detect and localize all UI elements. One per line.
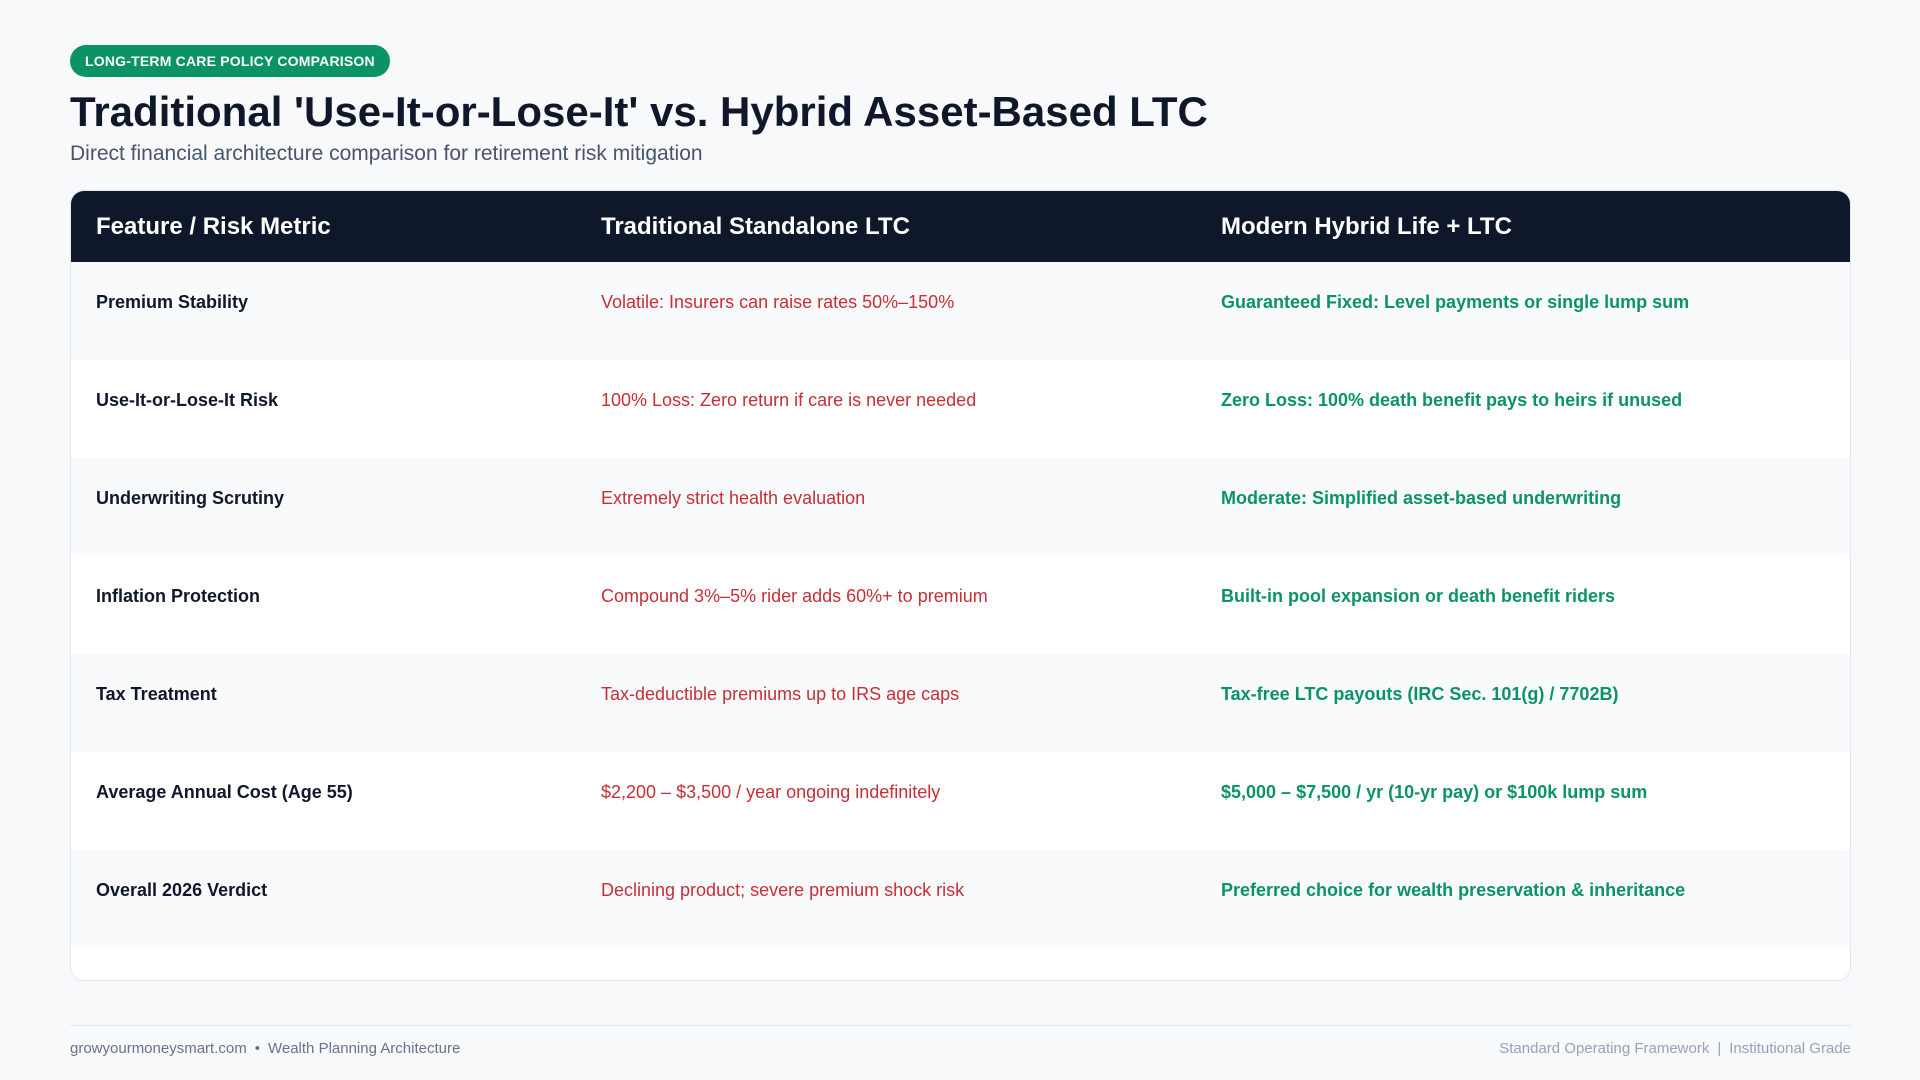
traditional-cell: 100% Loss: Zero return if care is never … bbox=[601, 390, 977, 410]
feature-cell: Tax Treatment bbox=[96, 684, 217, 704]
footer-right: Standard Operating Framework | Institution… bbox=[1499, 1040, 1851, 1057]
traditional-cell: Declining product; severe premium shock … bbox=[601, 880, 965, 900]
page-title: Traditional 'Use-It-or-Lose-It' vs. Hybr… bbox=[70, 88, 1208, 135]
hybrid-cell: Guaranteed Fixed: Level payments or sing… bbox=[1221, 292, 1690, 312]
footer-framework: Standard Operating Framework bbox=[1499, 1040, 1710, 1057]
feature-cell: Average Annual Cost (Age 55) bbox=[96, 782, 353, 802]
comparison-table: Feature / Risk Metric Traditional Standa… bbox=[70, 190, 1851, 981]
table-header: Feature / Risk Metric Traditional Standa… bbox=[71, 191, 1850, 262]
footer-bullet: • bbox=[254, 1040, 260, 1057]
traditional-cell: Extremely strict health evaluation bbox=[601, 488, 866, 508]
feature-cell: Inflation Protection bbox=[96, 586, 260, 606]
footer-grade: Institutional Grade bbox=[1729, 1040, 1851, 1057]
feature-cell: Premium Stability bbox=[96, 292, 249, 312]
traditional-cell: Compound 3%–5% rider adds 60%+ to premiu… bbox=[601, 586, 988, 606]
table-row: Average Annual Cost (Age 55) $2,200 – $3… bbox=[71, 752, 1850, 850]
table-row: Underwriting Scrutiny Extremely strict h… bbox=[71, 458, 1850, 556]
table-row: Premium Stability Volatile: Insurers can… bbox=[71, 262, 1850, 360]
footer-left: growyourmoneysmart.com • Wealth Planning A… bbox=[70, 1040, 460, 1057]
footer-divider-glyph: | bbox=[1717, 1040, 1722, 1057]
hybrid-cell: Tax-free LTC payouts (IRC Sec. 101(g) / … bbox=[1221, 684, 1619, 704]
traditional-cell: Tax-deductible premiums up to IRS age ca… bbox=[601, 684, 960, 704]
header-feature: Feature / Risk Metric bbox=[96, 213, 331, 240]
table-row: Tax Treatment Tax-deductible premiums up… bbox=[71, 654, 1850, 752]
footer-section: Wealth Planning Architecture bbox=[267, 1040, 461, 1057]
table-row: Inflation Protection Compound 3%–5% ride… bbox=[71, 556, 1850, 654]
header-traditional: Traditional Standalone LTC bbox=[601, 213, 910, 240]
footer-site: growyourmoneysmart.com bbox=[70, 1040, 247, 1057]
feature-cell: Use-It-or-Lose-It Risk bbox=[96, 390, 279, 410]
traditional-cell: $2,200 – $3,500 / year ongoing indefinit… bbox=[601, 782, 941, 802]
table-row: Overall 2026 Verdict Declining product; … bbox=[71, 850, 1850, 948]
feature-cell: Overall 2026 Verdict bbox=[96, 880, 268, 900]
hybrid-cell: Zero Loss: 100% death benefit pays to he… bbox=[1221, 390, 1683, 410]
category-badge: LONG-TERM CARE POLICY COMPARISON bbox=[70, 45, 390, 77]
hybrid-cell: Preferred choice for wealth preservation… bbox=[1221, 880, 1686, 900]
table-row: Use-It-or-Lose-It Risk 100% Loss: Zero r… bbox=[71, 360, 1850, 458]
feature-cell: Underwriting Scrutiny bbox=[96, 488, 285, 508]
header-hybrid: Modern Hybrid Life + LTC bbox=[1221, 213, 1512, 240]
page-subtitle: Direct financial architecture comparison… bbox=[70, 142, 703, 165]
hybrid-cell: Built-in pool expansion or death benefit… bbox=[1221, 586, 1616, 606]
hybrid-cell: $5,000 – $7,500 / yr (10-yr pay) or $100… bbox=[1221, 782, 1648, 802]
traditional-cell: Volatile: Insurers can raise rates 50%–1… bbox=[601, 292, 955, 312]
hybrid-cell: Moderate: Simplified asset-based underwr… bbox=[1221, 488, 1622, 508]
footer-divider bbox=[70, 1025, 1851, 1026]
